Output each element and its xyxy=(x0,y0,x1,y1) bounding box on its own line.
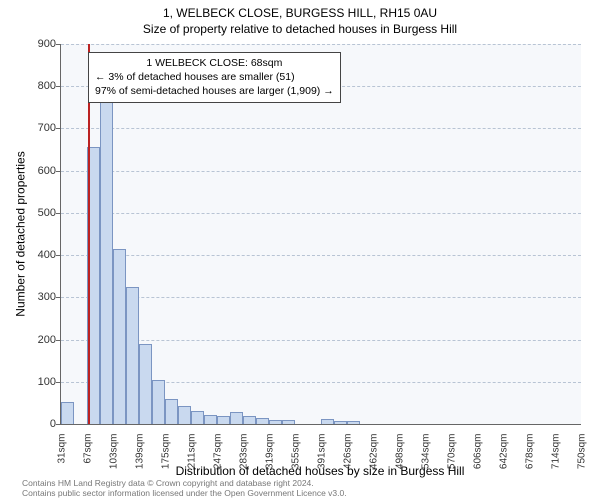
x-tick-label: 31sqm xyxy=(57,434,68,474)
y-tick-label: 600 xyxy=(16,165,56,177)
y-tick-label: 900 xyxy=(16,38,56,50)
x-tick-label: 283sqm xyxy=(239,434,250,474)
y-tick-label: 300 xyxy=(16,291,56,303)
y-tick-label: 400 xyxy=(16,249,56,261)
x-tick-label: 175sqm xyxy=(161,434,172,474)
histogram-bar xyxy=(139,344,152,424)
histogram-bar xyxy=(282,420,295,424)
x-tick-label: 750sqm xyxy=(577,434,588,474)
histogram-bar xyxy=(165,399,178,424)
histogram-bar xyxy=(321,419,334,424)
x-tick-label: 678sqm xyxy=(524,434,535,474)
x-tick-label: 355sqm xyxy=(291,434,302,474)
histogram-bar xyxy=(152,380,165,424)
histogram-bar xyxy=(347,421,360,424)
histogram-bar xyxy=(113,249,126,424)
y-tick-label: 100 xyxy=(16,376,56,388)
footer-line1: Contains HM Land Registry data © Crown c… xyxy=(22,478,347,488)
y-tick-mark xyxy=(56,424,60,425)
x-tick-label: 642sqm xyxy=(498,434,509,474)
annotation-line3: 97% of semi-detached houses are larger (… xyxy=(95,84,334,98)
y-tick-label: 200 xyxy=(16,334,56,346)
gridline-h xyxy=(61,213,581,214)
y-tick-mark xyxy=(56,128,60,129)
y-tick-mark xyxy=(56,86,60,87)
y-tick-label: 700 xyxy=(16,122,56,134)
x-tick-label: 391sqm xyxy=(317,434,328,474)
x-tick-label: 606sqm xyxy=(472,434,483,474)
footer-attribution: Contains HM Land Registry data © Crown c… xyxy=(22,478,347,498)
gridline-h xyxy=(61,171,581,172)
histogram-bar xyxy=(243,416,256,424)
y-axis-label: Number of detached properties xyxy=(14,44,28,424)
y-tick-mark xyxy=(56,44,60,45)
title-sub: Size of property relative to detached ho… xyxy=(0,22,600,36)
x-tick-label: 211sqm xyxy=(187,434,198,474)
y-tick-mark xyxy=(56,340,60,341)
y-tick-label: 0 xyxy=(16,418,56,430)
histogram-bar xyxy=(269,420,282,424)
x-tick-label: 714sqm xyxy=(550,434,561,474)
y-tick-label: 500 xyxy=(16,207,56,219)
histogram-bar xyxy=(126,287,139,424)
x-tick-label: 426sqm xyxy=(342,434,353,474)
x-tick-label: 462sqm xyxy=(368,434,379,474)
annotation-line2: ← 3% of detached houses are smaller (51) xyxy=(95,70,334,84)
gridline-h xyxy=(61,44,581,45)
histogram-bar xyxy=(191,411,204,424)
histogram-bar xyxy=(334,421,346,424)
x-tick-label: 319sqm xyxy=(265,434,276,474)
y-tick-mark xyxy=(56,255,60,256)
y-tick-mark xyxy=(56,297,60,298)
x-tick-label: 139sqm xyxy=(135,434,146,474)
annotation-line1: 1 WELBECK CLOSE: 68sqm xyxy=(95,56,334,70)
title-main: 1, WELBECK CLOSE, BURGESS HILL, RH15 0AU xyxy=(0,6,600,20)
histogram-bar xyxy=(204,415,217,424)
footer-line2: Contains public sector information licen… xyxy=(22,488,347,498)
histogram-bar xyxy=(61,402,74,424)
y-tick-label: 800 xyxy=(16,80,56,92)
histogram-bar xyxy=(100,99,113,424)
x-tick-label: 570sqm xyxy=(446,434,457,474)
y-tick-mark xyxy=(56,382,60,383)
histogram-bar xyxy=(178,406,191,424)
x-tick-label: 534sqm xyxy=(420,434,431,474)
gridline-h xyxy=(61,128,581,129)
x-tick-label: 498sqm xyxy=(394,434,405,474)
y-tick-mark xyxy=(56,171,60,172)
gridline-h xyxy=(61,255,581,256)
y-tick-mark xyxy=(56,213,60,214)
chart-container: 1, WELBECK CLOSE, BURGESS HILL, RH15 0AU… xyxy=(0,0,600,500)
x-tick-label: 67sqm xyxy=(83,434,94,474)
x-tick-label: 247sqm xyxy=(213,434,224,474)
x-tick-label: 103sqm xyxy=(109,434,120,474)
histogram-bar xyxy=(230,412,243,424)
histogram-bar xyxy=(256,418,269,424)
annotation-box: 1 WELBECK CLOSE: 68sqm← 3% of detached h… xyxy=(88,52,341,103)
histogram-bar xyxy=(217,416,230,424)
